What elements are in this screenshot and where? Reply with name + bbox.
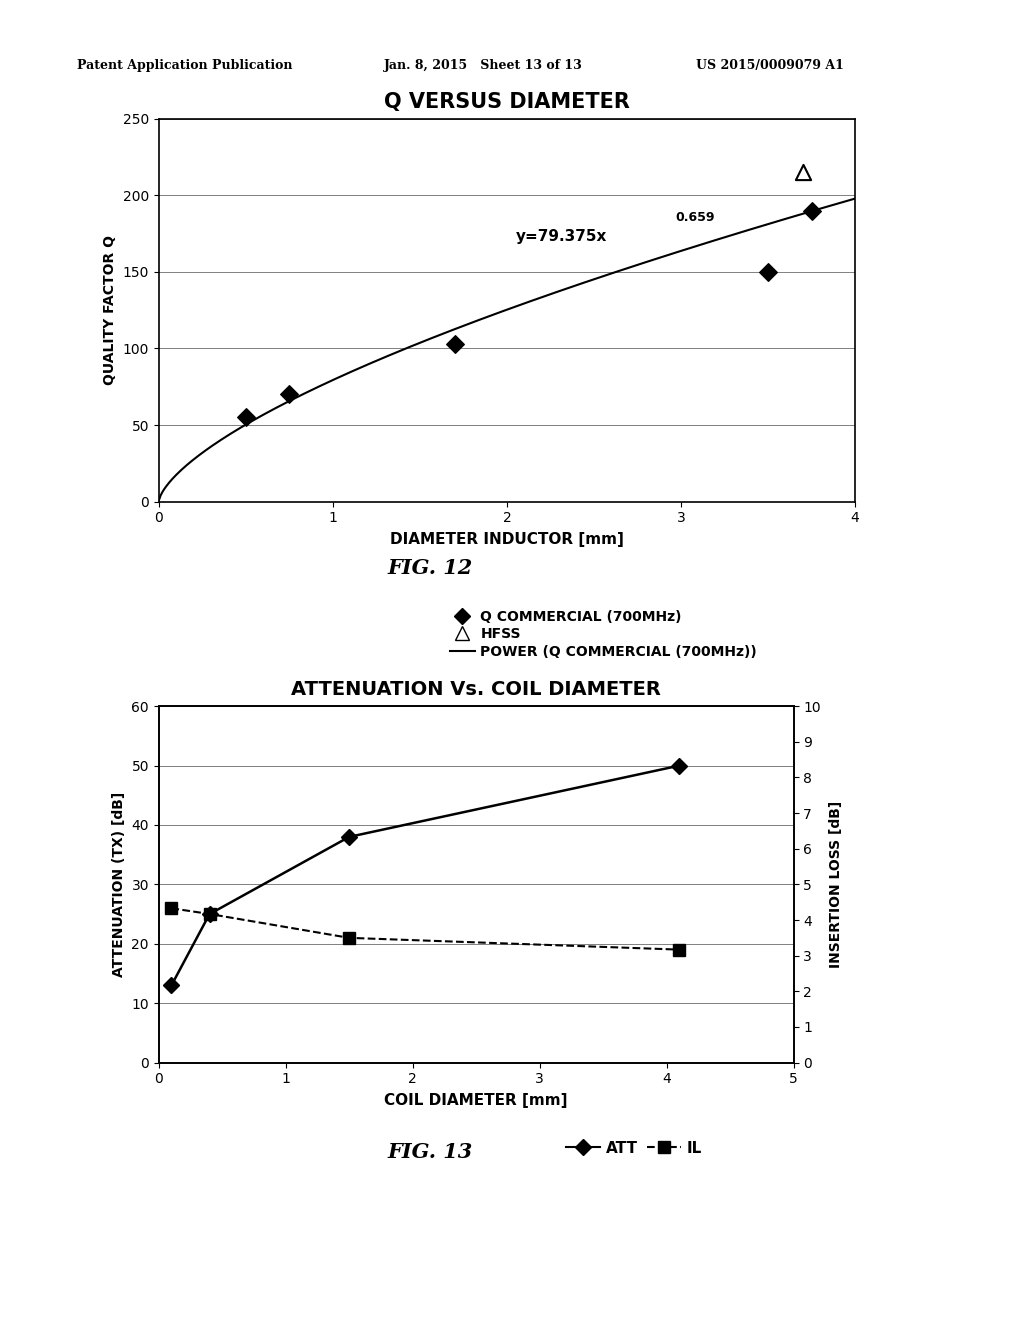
Y-axis label: ATTENUATION (TX) [dB]: ATTENUATION (TX) [dB] <box>112 792 126 977</box>
X-axis label: DIAMETER INDUCTOR [mm]: DIAMETER INDUCTOR [mm] <box>390 532 624 548</box>
X-axis label: COIL DIAMETER [mm]: COIL DIAMETER [mm] <box>384 1093 568 1109</box>
Point <box>804 201 820 222</box>
Text: Jan. 8, 2015   Sheet 13 of 13: Jan. 8, 2015 Sheet 13 of 13 <box>384 59 583 73</box>
Point <box>760 261 776 282</box>
Point <box>238 407 254 428</box>
Y-axis label: INSERTION LOSS [dB]: INSERTION LOSS [dB] <box>829 801 844 968</box>
Text: y=79.375x: y=79.375x <box>515 230 607 244</box>
Y-axis label: QUALITY FACTOR Q: QUALITY FACTOR Q <box>103 235 117 385</box>
Legend: ATT, IL: ATT, IL <box>560 1135 708 1162</box>
Title: ATTENUATION Vs. COIL DIAMETER: ATTENUATION Vs. COIL DIAMETER <box>291 680 662 700</box>
Legend: Q COMMERCIAL (700MHz), HFSS, POWER (Q COMMERCIAL (700MHz)): Q COMMERCIAL (700MHz), HFSS, POWER (Q CO… <box>444 605 763 664</box>
Text: Patent Application Publication: Patent Application Publication <box>77 59 292 73</box>
Point <box>795 162 811 183</box>
Text: US 2015/0009079 A1: US 2015/0009079 A1 <box>696 59 844 73</box>
Point <box>446 334 463 355</box>
Text: 0.659: 0.659 <box>676 211 715 224</box>
Text: FIG. 13: FIG. 13 <box>387 1142 473 1162</box>
Text: FIG. 12: FIG. 12 <box>387 558 473 578</box>
Title: Q VERSUS DIAMETER: Q VERSUS DIAMETER <box>384 91 630 112</box>
Point <box>281 384 297 405</box>
